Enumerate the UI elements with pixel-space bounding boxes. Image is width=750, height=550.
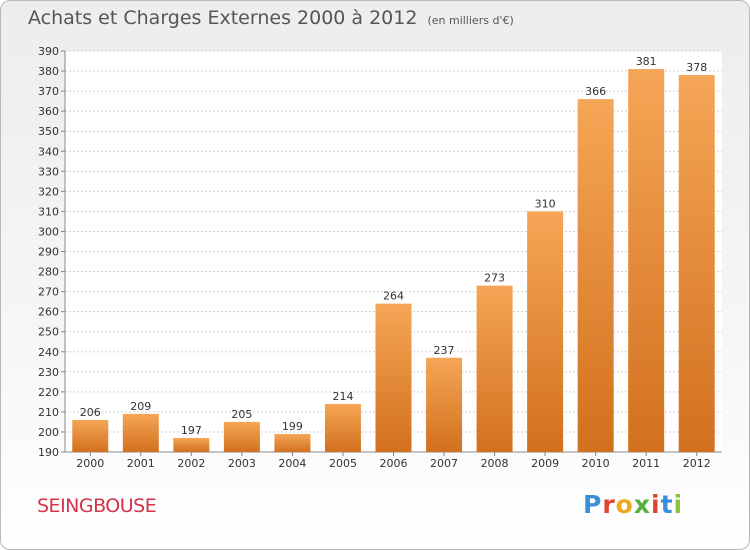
- x-tick-label: 2004: [278, 457, 306, 470]
- bar: [375, 303, 412, 452]
- bar: [476, 285, 513, 452]
- y-tick-label: 290: [38, 246, 59, 259]
- bar: [678, 75, 715, 452]
- y-tick-label: 210: [38, 406, 59, 419]
- y-tick-label: 260: [38, 306, 59, 319]
- data-label: 206: [80, 406, 101, 419]
- bar: [223, 421, 260, 452]
- bar: [577, 99, 614, 453]
- bar: [527, 211, 564, 452]
- x-tick-label: 2006: [380, 457, 408, 470]
- chart-title: Achats et Charges Externes 2000 à 2012 (e…: [28, 7, 514, 29]
- bars: [72, 69, 715, 453]
- data-label: 199: [282, 420, 303, 433]
- data-label: 197: [181, 424, 202, 437]
- bar: [274, 433, 311, 452]
- bar: [324, 403, 361, 452]
- y-tick-label: 220: [38, 386, 59, 399]
- data-label: 381: [636, 55, 657, 68]
- data-label: 378: [686, 61, 707, 74]
- y-tick-label: 230: [38, 366, 59, 379]
- chart-title-text: Achats et Charges Externes 2000 à 2012: [28, 7, 418, 29]
- y-tick-label: 280: [38, 266, 59, 279]
- y-tick-label: 320: [38, 185, 59, 198]
- data-label: 209: [130, 400, 151, 413]
- data-label: 205: [231, 408, 252, 421]
- bar: [628, 69, 665, 453]
- x-tick-label: 2005: [329, 457, 357, 470]
- y-tick-label: 340: [38, 145, 59, 158]
- y-tick-label: 350: [38, 125, 59, 138]
- data-label: 366: [585, 85, 606, 98]
- x-tick-label: 2009: [531, 457, 559, 470]
- commune-name: SEINGBOUSE: [37, 495, 157, 517]
- bar: [72, 419, 109, 452]
- x-tick-label: 2008: [481, 457, 509, 470]
- data-label: 237: [434, 344, 455, 357]
- x-tick-label: 2000: [76, 457, 104, 470]
- bar: [122, 413, 159, 452]
- y-tick-label: 190: [38, 446, 59, 459]
- bar: [173, 437, 210, 452]
- proxiti-logo: Proxiti: [583, 490, 684, 519]
- data-label: 310: [535, 197, 556, 210]
- data-label: 264: [383, 290, 404, 303]
- y-tick-label: 240: [38, 346, 59, 359]
- data-label: 273: [484, 272, 505, 285]
- y-tick-label: 380: [38, 65, 59, 78]
- y-tick-label: 330: [38, 165, 59, 178]
- x-tick-label: 2002: [177, 457, 205, 470]
- x-tick-label: 2012: [683, 457, 711, 470]
- y-tick-label: 270: [38, 286, 59, 299]
- y-tick-label: 250: [38, 326, 59, 339]
- bar: [426, 357, 463, 452]
- y-tick-label: 360: [38, 105, 59, 118]
- labels: 190 200 210 220 230 240 250 260 270 280 290 300 310 3…: [38, 45, 711, 470]
- y-tick-label: 390: [38, 45, 59, 58]
- y-tick-label: 310: [38, 205, 59, 218]
- x-tick-label: 2011: [632, 457, 660, 470]
- x-tick-label: 2001: [127, 457, 155, 470]
- x-tick-label: 2003: [228, 457, 256, 470]
- x-tick-label: 2010: [582, 457, 610, 470]
- chart-subtitle: (en milliers d'€): [427, 14, 514, 27]
- x-tick-label: 2007: [430, 457, 458, 470]
- y-tick-label: 200: [38, 426, 59, 439]
- y-tick-label: 300: [38, 225, 59, 238]
- y-tick-label: 370: [38, 85, 59, 98]
- data-label: 214: [332, 390, 353, 403]
